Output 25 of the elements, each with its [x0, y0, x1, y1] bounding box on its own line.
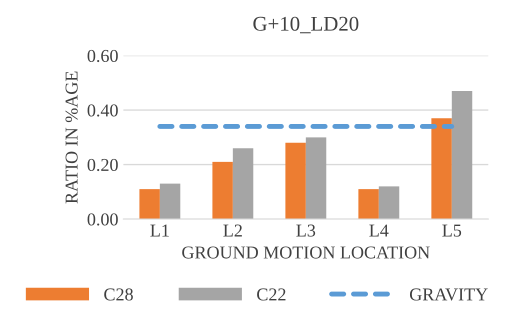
bar — [306, 137, 326, 220]
y-tick-label: 0.00 — [88, 213, 118, 226]
chart-title: G+10_LD20 — [253, 16, 358, 34]
y-tick-label: 0.60 — [88, 50, 118, 62]
bar — [358, 189, 379, 220]
legend-label: C28 — [104, 288, 133, 301]
legend-label: GRAVITY — [410, 288, 488, 301]
bar — [431, 118, 452, 220]
x-tick-label: L1 — [150, 224, 169, 236]
x-tick-label: L3 — [296, 224, 316, 237]
x-tick-label: L2 — [223, 224, 242, 236]
bar — [212, 162, 233, 220]
x-tick-label: L4 — [369, 224, 389, 236]
y-tick-label: 0.20 — [88, 158, 118, 172]
legend-label: C22 — [257, 288, 286, 301]
bar — [285, 142, 306, 220]
x-axis-title: GROUND MOTION LOCATION — [182, 246, 430, 259]
y-tick-label: 0.40 — [88, 104, 118, 117]
y-axis-title: RATIO IN %AGE — [65, 72, 78, 204]
bar — [232, 148, 254, 220]
bar — [160, 184, 180, 220]
bar — [452, 91, 472, 220]
bar — [378, 186, 400, 220]
x-tick-label: L5 — [442, 224, 462, 237]
bar — [139, 189, 160, 220]
